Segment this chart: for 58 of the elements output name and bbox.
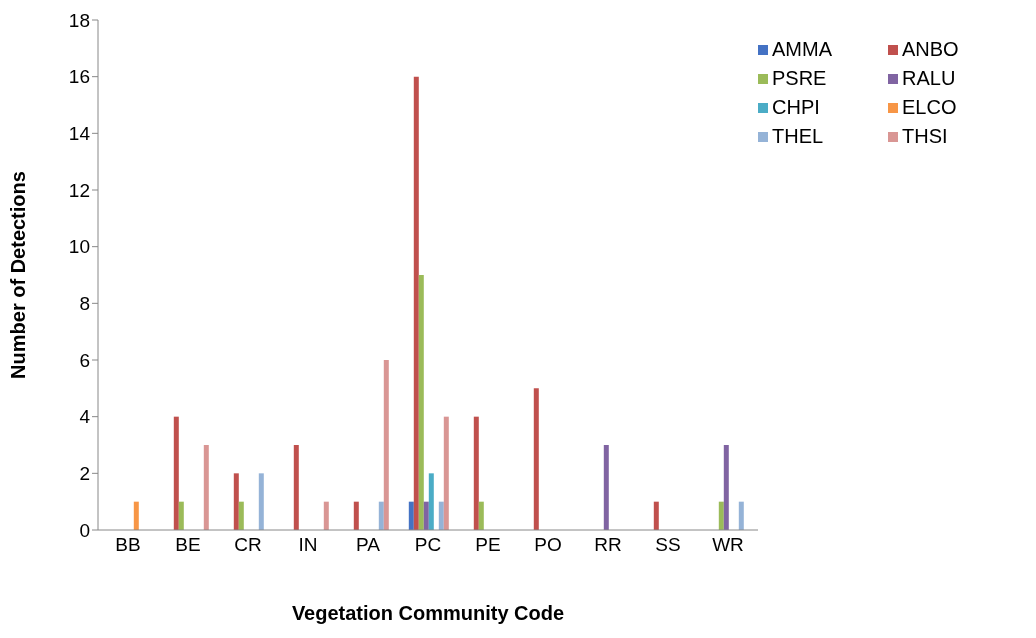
y-tick-label: 12 bbox=[68, 179, 90, 201]
bar bbox=[423, 501, 429, 530]
legend-label: ELCO bbox=[902, 96, 957, 119]
bar bbox=[718, 501, 724, 530]
bar bbox=[653, 501, 659, 530]
x-tick-label: WR bbox=[712, 534, 744, 556]
y-tick-label: 14 bbox=[68, 123, 91, 145]
bar bbox=[233, 473, 239, 530]
y-tick-label: 10 bbox=[68, 236, 90, 258]
bar bbox=[533, 388, 539, 530]
legend-label: AMMA bbox=[772, 38, 832, 61]
bar bbox=[738, 501, 744, 530]
bar bbox=[413, 76, 419, 530]
bar bbox=[323, 501, 329, 530]
y-tick-label: 2 bbox=[79, 463, 90, 485]
legend-label: THSI bbox=[902, 125, 948, 148]
bar bbox=[438, 501, 444, 530]
y-tick-label: 6 bbox=[79, 349, 90, 371]
y-tick-label: 16 bbox=[68, 66, 90, 88]
bar bbox=[258, 473, 264, 530]
legend-label: RALU bbox=[902, 67, 956, 90]
legend-label: PSRE bbox=[772, 67, 827, 90]
y-tick-label: 4 bbox=[79, 406, 91, 428]
x-tick-label: PO bbox=[534, 534, 562, 556]
x-tick-label: BE bbox=[175, 534, 201, 556]
bar bbox=[383, 360, 389, 530]
x-tick-label: PA bbox=[356, 534, 381, 556]
bar bbox=[408, 501, 414, 530]
bar bbox=[378, 501, 384, 530]
bar bbox=[133, 501, 139, 530]
x-axis-title: Vegetation Community Code bbox=[291, 602, 565, 624]
x-tick-label: IN bbox=[298, 534, 318, 556]
bar bbox=[418, 275, 424, 530]
x-tick-label: PC bbox=[414, 534, 442, 556]
x-tick-label: RR bbox=[594, 534, 622, 556]
bar bbox=[723, 445, 729, 530]
bar bbox=[603, 445, 609, 530]
legend-label: ANBO bbox=[902, 38, 959, 61]
bar bbox=[238, 501, 244, 530]
y-tick-label: 0 bbox=[79, 519, 90, 541]
bar bbox=[353, 501, 359, 530]
y-tick-label: 18 bbox=[68, 9, 90, 31]
bar bbox=[428, 473, 434, 530]
bar bbox=[173, 416, 179, 530]
legend-label: THEL bbox=[772, 125, 824, 148]
legend-label: CHPI bbox=[772, 96, 820, 119]
y-tick-label: 8 bbox=[79, 293, 90, 315]
bar bbox=[478, 501, 484, 530]
bar bbox=[203, 445, 209, 530]
x-tick-label: CR bbox=[234, 534, 262, 556]
x-tick-label: PE bbox=[475, 534, 501, 556]
bar bbox=[443, 416, 449, 530]
x-tick-label: BB bbox=[115, 534, 141, 556]
bar bbox=[178, 501, 184, 530]
x-tick-label: SS bbox=[655, 534, 681, 556]
y-axis-title: Number of Detections bbox=[7, 171, 30, 379]
bar bbox=[293, 445, 299, 530]
bar bbox=[473, 416, 479, 530]
